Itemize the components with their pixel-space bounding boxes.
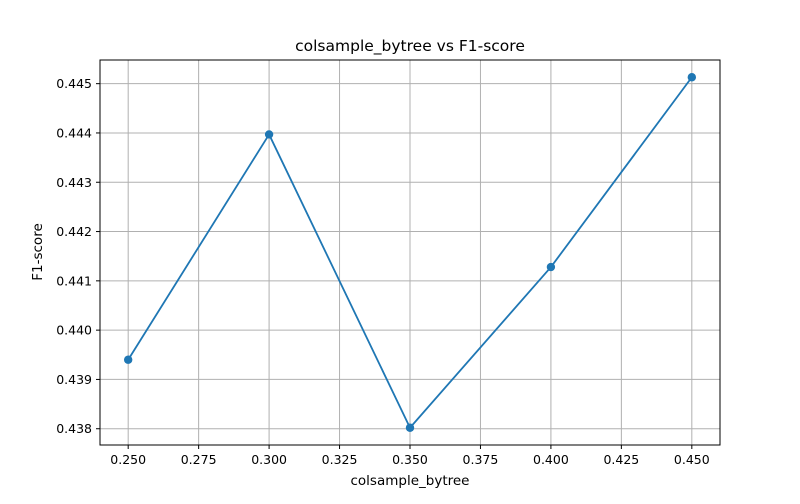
x-tick-label: 0.350 [392,452,428,467]
y-tick-label: 0.444 [56,125,92,140]
y-tick-label: 0.445 [56,76,92,91]
x-tick-label: 0.325 [322,452,358,467]
x-axis-label: colsample_bytree [351,473,470,489]
chart-title: colsample_bytree vs F1-score [295,37,525,56]
x-tick-label: 0.250 [110,452,146,467]
x-tick-label: 0.375 [463,452,499,467]
data-point-marker [687,73,697,82]
y-tick-label: 0.443 [56,175,92,190]
y-tick-label: 0.442 [56,224,92,239]
y-tick-label: 0.439 [56,372,92,387]
axis-ticks: 0.250 0.275 0.300 0.325 0.350 0.375 0.400 0.425… [56,76,710,467]
x-tick-label: 0.450 [674,452,710,467]
x-tick-label: 0.400 [533,452,569,467]
y-tick-label: 0.438 [56,421,92,436]
grid-lines [100,60,720,445]
data-point-marker [405,423,415,432]
data-point-marker [264,130,274,139]
data-point-marker [546,262,556,272]
y-axis-label: F1-score [30,223,46,281]
x-tick-label: 0.275 [181,452,217,467]
series-layer [123,73,697,432]
x-tick-label: 0.300 [251,452,287,467]
y-tick-label: 0.440 [56,323,92,338]
y-tick-label: 0.441 [56,273,92,288]
data-point-marker [123,355,133,364]
x-tick-label: 0.425 [603,452,639,467]
